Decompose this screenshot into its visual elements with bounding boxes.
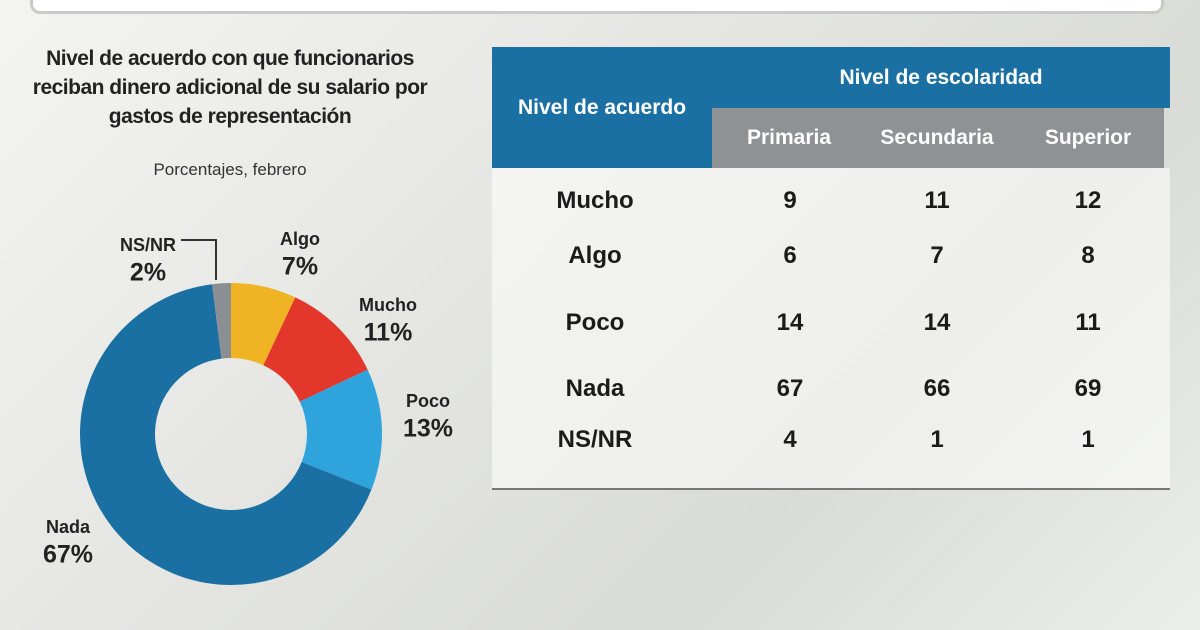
- row-label: Mucho: [556, 187, 634, 214]
- row-label: NS/NR: [557, 426, 633, 453]
- column-header: Primaria: [712, 108, 866, 168]
- table-cell: 69: [1074, 375, 1102, 402]
- segment-label: Mucho: [359, 295, 417, 315]
- donut-segment: [263, 297, 368, 402]
- donut-segment: [212, 283, 231, 359]
- table-cell: 11: [1075, 309, 1101, 336]
- table-cell: 66: [923, 375, 951, 402]
- row-label: Algo: [568, 242, 622, 269]
- table-cell: 7: [930, 242, 944, 269]
- donut-chart: Algo 7% Mucho 11% Poco 13% Nada 67% NS/NR 2%: [43, 229, 453, 585]
- column-header: Superior: [1012, 108, 1164, 168]
- group-header: Nivel de escolaridad: [712, 47, 1170, 108]
- table-cell: 14: [776, 309, 804, 336]
- row-header: Nivel de acuerdo: [492, 47, 712, 168]
- segment-label: Poco: [406, 391, 450, 411]
- segment-value: 67%: [43, 541, 93, 569]
- table-cell: 1: [1081, 426, 1095, 453]
- table-cell: 14: [923, 309, 951, 336]
- segment-label: Algo: [280, 229, 320, 249]
- donut-segment: [231, 283, 296, 366]
- segment-value: 7%: [282, 253, 318, 281]
- chart-title: Nivel de acuerdo con que funcionarios re…: [32, 47, 428, 128]
- table-cell: 1: [930, 426, 944, 453]
- leader-line: [181, 239, 217, 280]
- chart-subtitle: Porcentajes, febrero: [153, 160, 307, 179]
- table-cell: 12: [1074, 187, 1102, 214]
- segment-label: NS/NR: [120, 235, 176, 255]
- column-header: Secundaria: [861, 108, 1013, 168]
- table-cell: 6: [783, 242, 797, 269]
- row-label: Nada: [565, 375, 625, 402]
- table-cell: 9: [783, 187, 797, 214]
- table-cell: 67: [776, 375, 804, 402]
- table-cell: 8: [1081, 242, 1095, 269]
- segment-value: 11%: [364, 319, 413, 347]
- segment-value: 2%: [130, 259, 166, 287]
- donut-segment: [80, 284, 372, 585]
- row-label: Poco: [565, 309, 625, 336]
- table-cell: 11: [924, 187, 950, 214]
- segment-value: 13%: [403, 415, 453, 443]
- segment-label: Nada: [46, 517, 91, 537]
- table-body: [492, 168, 1170, 490]
- table-cell: 4: [783, 426, 797, 453]
- donut-segment: [299, 369, 382, 490]
- top-bar: [30, 0, 1164, 14]
